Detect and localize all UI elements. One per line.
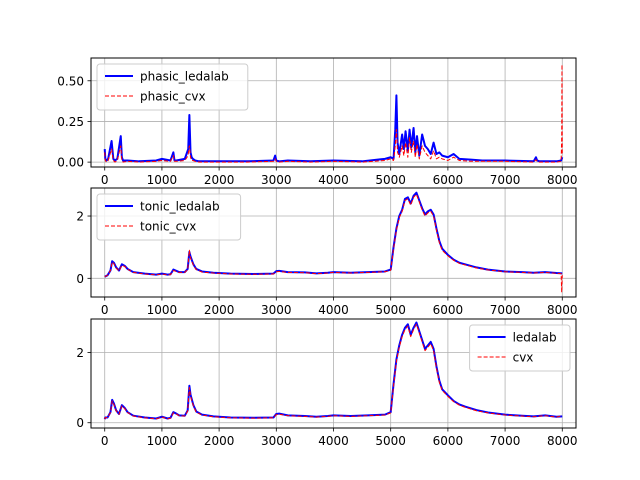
x-tick-label: 6000 (433, 434, 464, 448)
x-tick-label: 7000 (490, 434, 521, 448)
legend-label: phasic_cvx (140, 90, 206, 104)
y-tick-label: 2 (76, 210, 84, 224)
x-tick-label: 2000 (204, 303, 235, 317)
legend: tonic_ledalab tonic_cvx (96, 193, 242, 241)
x-tick-label: 2000 (204, 434, 235, 448)
legend-label: tonic_ledalab (140, 200, 220, 214)
x-tick-label: 8000 (547, 173, 578, 187)
x-tick-label: 0 (101, 434, 109, 448)
x-tick-label: 8000 (547, 434, 578, 448)
y-tick-label: 0.25 (57, 115, 84, 129)
x-tick-label: 8000 (547, 303, 578, 317)
x-tick-label: 7000 (490, 173, 521, 187)
x-tick-label: 1000 (147, 434, 178, 448)
x-tick-label: 4000 (318, 173, 349, 187)
x-tick-label: 0 (101, 173, 109, 187)
legend-label: phasic_ledalab (140, 70, 229, 84)
series-line-tonic-cvx (104, 193, 563, 293)
x-tick-label: 6000 (433, 303, 464, 317)
x-tick-label: 3000 (261, 303, 292, 317)
subplot-2: 0 1000 2000 3000 4000 5000 6000 7000 8000 0 2 tonic… (76, 187, 578, 317)
legend-label: ledalab (513, 331, 557, 345)
x-tick-label: 3000 (261, 434, 292, 448)
legend: ledalab cvx (469, 324, 571, 372)
y-tick-label: 0.00 (57, 156, 84, 170)
x-tick-label: 3000 (261, 173, 292, 187)
y-tick-label: 0 (76, 416, 84, 430)
x-tick-label: 0 (101, 303, 109, 317)
legend-box (96, 63, 249, 111)
subplot-1: 0 1000 2000 3000 4000 5000 6000 7000 8000 0.00 0.2… (57, 57, 578, 187)
x-tick-label: 6000 (433, 173, 464, 187)
series-line-phasic-ledalab (103, 94, 564, 163)
x-tick-label: 4000 (318, 303, 349, 317)
y-tick-label: 2 (76, 346, 84, 360)
legend-label: cvx (513, 351, 534, 365)
legend: phasic_ledalab phasic_cvx (96, 63, 249, 111)
x-tick-label: 5000 (375, 173, 406, 187)
subplot-3: 0 1000 2000 3000 4000 5000 6000 7000 8000 0 2 ledal… (76, 318, 578, 448)
x-tick-label: 5000 (375, 434, 406, 448)
x-tick-label: 5000 (375, 303, 406, 317)
y-tick-label: 0.50 (57, 74, 84, 88)
x-tick-label: 1000 (147, 303, 178, 317)
x-tick-label: 1000 (147, 173, 178, 187)
x-tick-label: 4000 (318, 434, 349, 448)
y-tick-label: 0 (76, 272, 84, 286)
series-line-phasic-cvx (104, 64, 563, 163)
legend-label: tonic_cvx (140, 220, 196, 234)
series-line-cvx (104, 323, 563, 420)
x-tick-label: 7000 (490, 303, 521, 317)
x-tick-label: 2000 (204, 173, 235, 187)
